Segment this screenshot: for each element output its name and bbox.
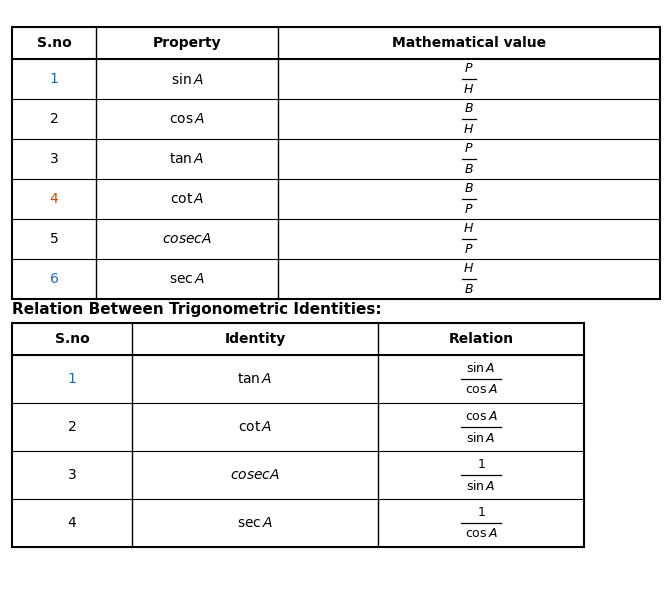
Text: $\sin A$: $\sin A$ bbox=[466, 431, 496, 445]
Text: $B$: $B$ bbox=[464, 283, 474, 296]
Text: 1: 1 bbox=[50, 72, 58, 86]
Text: $B$: $B$ bbox=[464, 102, 474, 115]
Text: $H$: $H$ bbox=[463, 83, 474, 96]
Text: $\sec A$: $\sec A$ bbox=[237, 516, 274, 530]
Text: Property: Property bbox=[153, 36, 221, 50]
Text: $\tan A$: $\tan A$ bbox=[169, 152, 205, 166]
Text: $\sin A$: $\sin A$ bbox=[171, 72, 204, 87]
Text: 2: 2 bbox=[50, 112, 58, 126]
Text: $\mathit{cosec}A$: $\mathit{cosec}A$ bbox=[230, 468, 280, 482]
Text: $\cot A$: $\cot A$ bbox=[238, 421, 272, 435]
Text: $1$: $1$ bbox=[476, 458, 485, 471]
Bar bbox=[12, 323, 584, 547]
Text: 4: 4 bbox=[68, 516, 77, 530]
Text: $P$: $P$ bbox=[464, 62, 474, 75]
Text: $H$: $H$ bbox=[463, 262, 474, 275]
Text: Relation: Relation bbox=[448, 332, 513, 346]
Text: S.no: S.no bbox=[54, 332, 89, 346]
Text: $\cos A$: $\cos A$ bbox=[464, 527, 497, 541]
Text: Identity: Identity bbox=[224, 332, 286, 346]
Text: $\cos A$: $\cos A$ bbox=[464, 410, 497, 423]
Text: $\cos A$: $\cos A$ bbox=[464, 383, 497, 396]
Bar bbox=[12, 27, 660, 299]
Text: S.no: S.no bbox=[37, 36, 71, 50]
Text: $\sec A$: $\sec A$ bbox=[169, 272, 205, 286]
Text: 6: 6 bbox=[50, 272, 58, 286]
Text: $1$: $1$ bbox=[476, 506, 485, 519]
Text: Relation Between Trigonometric Identities:: Relation Between Trigonometric Identitie… bbox=[12, 302, 382, 318]
Text: Mathematical value: Mathematical value bbox=[392, 36, 546, 50]
Text: $B$: $B$ bbox=[464, 163, 474, 176]
Text: 2: 2 bbox=[68, 421, 77, 435]
Text: $H$: $H$ bbox=[463, 123, 474, 136]
Text: 4: 4 bbox=[50, 192, 58, 206]
Text: $P$: $P$ bbox=[464, 203, 474, 216]
Text: $\sin A$: $\sin A$ bbox=[466, 361, 496, 375]
Text: $B$: $B$ bbox=[464, 182, 474, 195]
Text: 3: 3 bbox=[50, 152, 58, 166]
Text: 5: 5 bbox=[50, 232, 58, 246]
Text: $P$: $P$ bbox=[464, 243, 474, 256]
Text: $H$: $H$ bbox=[463, 222, 474, 235]
Text: $\cos A$: $\cos A$ bbox=[169, 112, 205, 126]
Text: $P$: $P$ bbox=[464, 142, 474, 155]
Text: 3: 3 bbox=[68, 468, 77, 482]
Text: $\tan A$: $\tan A$ bbox=[237, 372, 273, 386]
Text: $\cot A$: $\cot A$ bbox=[170, 192, 204, 206]
Text: 1: 1 bbox=[68, 372, 77, 386]
Text: $\mathit{cosec}A$: $\mathit{cosec}A$ bbox=[162, 232, 212, 246]
Text: $\sin A$: $\sin A$ bbox=[466, 479, 496, 493]
